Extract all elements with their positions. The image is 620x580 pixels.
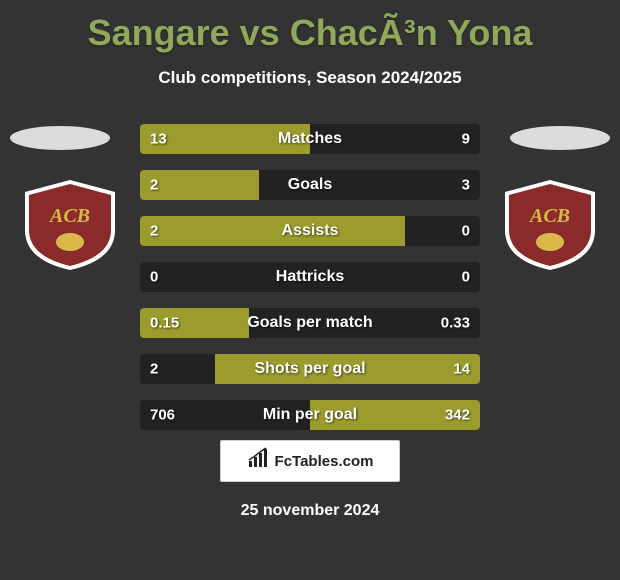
club-badge-right: ACB bbox=[500, 180, 600, 270]
bar-label: Goals per match bbox=[247, 314, 372, 332]
bar-left-fill bbox=[140, 216, 405, 246]
page-subtitle: Club competitions, Season 2024/2025 bbox=[0, 68, 620, 88]
bar-value-right: 14 bbox=[453, 361, 470, 378]
player-silhouette-left bbox=[10, 126, 110, 150]
club-badge-left: ACB bbox=[20, 180, 120, 270]
bar-value-left: 2 bbox=[150, 361, 158, 378]
bar-label: Assists bbox=[282, 222, 339, 240]
bar-value-right: 9 bbox=[462, 131, 470, 148]
bar-label: Matches bbox=[278, 130, 342, 148]
page-title: Sangare vs ChacÃ³n Yona bbox=[0, 0, 620, 54]
bar-value-right: 0.33 bbox=[441, 315, 470, 332]
bar-value-left: 0 bbox=[150, 269, 158, 286]
bar-label: Goals bbox=[288, 176, 332, 194]
bar-value-left: 706 bbox=[150, 407, 175, 424]
bar-value-left: 0.15 bbox=[150, 315, 179, 332]
bar-row: 2 0 Assists bbox=[140, 216, 480, 246]
bar-row: 0.15 0.33 Goals per match bbox=[140, 308, 480, 338]
bar-row: 706 342 Min per goal bbox=[140, 400, 480, 430]
chart-icon bbox=[247, 447, 271, 476]
club-initials-left: ACB bbox=[48, 205, 90, 227]
bar-row: 2 3 Goals bbox=[140, 170, 480, 200]
bar-value-right: 3 bbox=[462, 177, 470, 194]
footer-brand-badge[interactable]: FcTables.com bbox=[220, 440, 400, 482]
bar-row: 0 0 Hattricks bbox=[140, 262, 480, 292]
footer-brand-text: FcTables.com bbox=[275, 453, 374, 470]
player-silhouette-right bbox=[510, 126, 610, 150]
bar-value-right: 0 bbox=[462, 269, 470, 286]
bar-value-left: 2 bbox=[150, 223, 158, 240]
date-text: 25 november 2024 bbox=[241, 502, 380, 520]
bar-label: Hattricks bbox=[276, 268, 344, 286]
bar-value-right: 342 bbox=[445, 407, 470, 424]
bar-label: Min per goal bbox=[263, 406, 357, 424]
bar-row: 13 9 Matches bbox=[140, 124, 480, 154]
bar-value-right: 0 bbox=[462, 223, 470, 240]
bar-value-left: 13 bbox=[150, 131, 167, 148]
comparison-bars: 13 9 Matches 2 3 Goals 2 0 Assists 0 0 Hattricks 0.1… bbox=[140, 124, 480, 446]
bar-label: Shots per goal bbox=[254, 360, 365, 378]
bar-row: 2 14 Shots per goal bbox=[140, 354, 480, 384]
club-initials-right: ACB bbox=[528, 205, 570, 227]
bar-value-left: 2 bbox=[150, 177, 158, 194]
